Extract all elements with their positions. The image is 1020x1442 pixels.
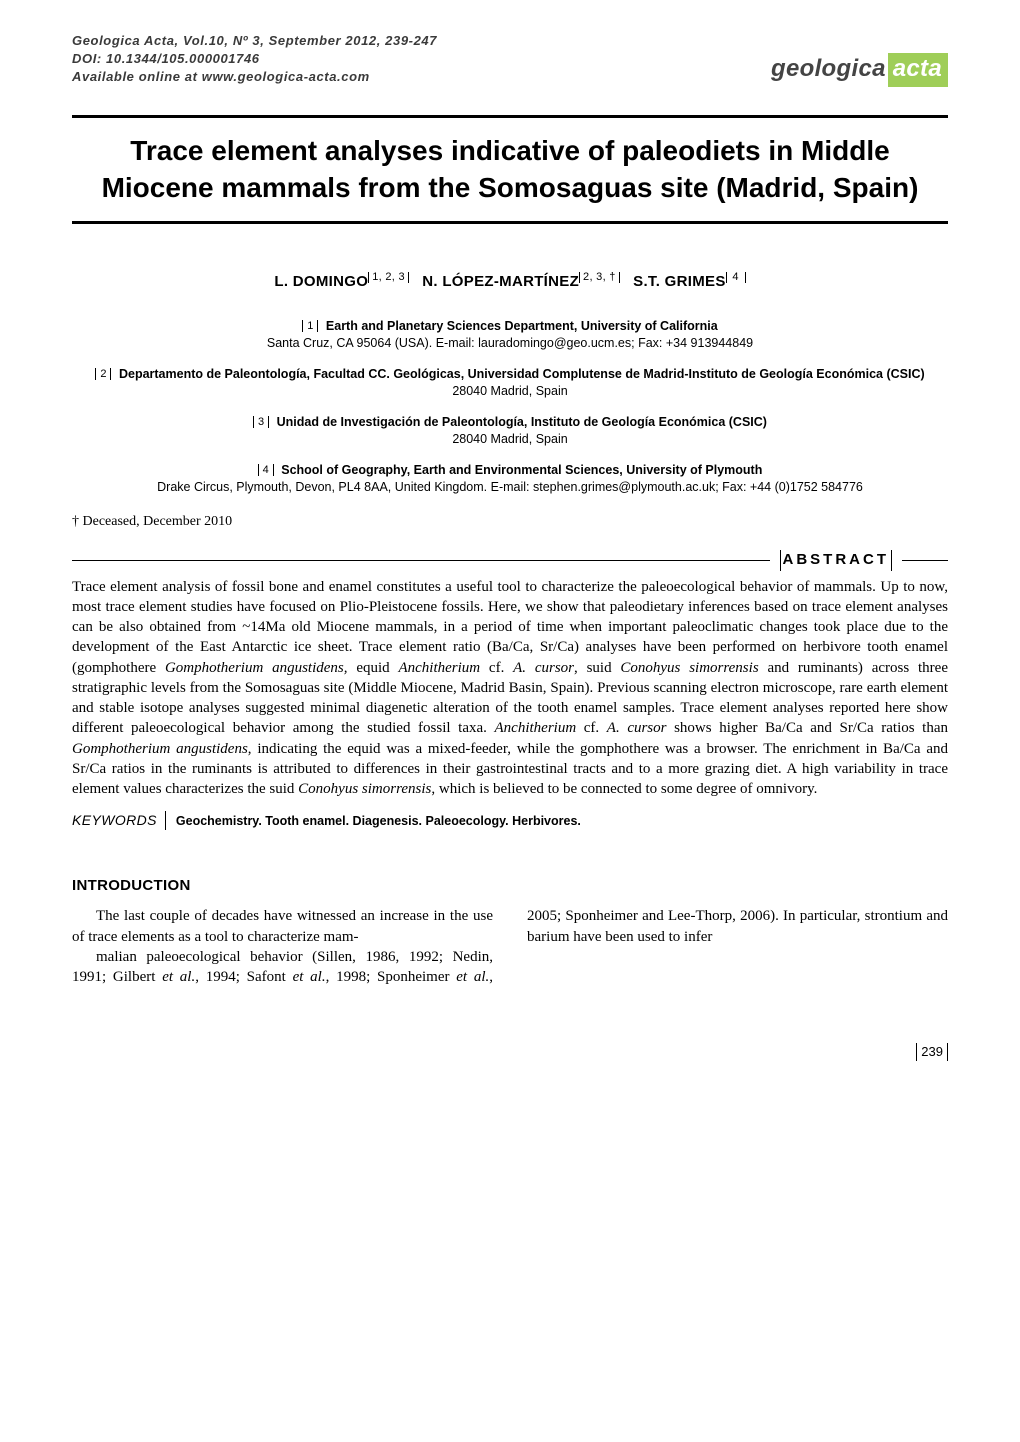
affiliation-1-num: 1: [302, 320, 318, 332]
affiliation-2-title: Departamento de Paleontología, Facultad …: [119, 367, 925, 381]
page-footer: 239: [72, 1043, 948, 1061]
affiliation-3-num: 3: [253, 416, 269, 428]
author-3-aff: 4: [726, 272, 746, 283]
abstract-rule-left: [72, 560, 770, 561]
author-2-name: N. LÓPEZ-MARTÍNEZ: [422, 273, 579, 290]
journal-line-1: Geologica Acta, Vol.10, Nº 3, September …: [72, 32, 437, 50]
page-number: 239: [916, 1043, 948, 1061]
body-col-1: The last couple of decades have witnesse…: [72, 906, 493, 947]
body-two-column: The last couple of decades have witnesse…: [72, 906, 948, 987]
affiliation-4-title: School of Geography, Earth and Environme…: [281, 463, 762, 477]
journal-header: Geologica Acta, Vol.10, Nº 3, September …: [72, 32, 948, 87]
author-1-aff: 1, 2, 3: [368, 272, 409, 283]
keywords-label: KEYWORDS: [72, 811, 166, 830]
affiliation-1-title: Earth and Planetary Sciences Department,…: [326, 319, 718, 333]
author-3-name: S.T. GRIMES: [633, 273, 725, 290]
author-2-aff: 2, 3, †: [579, 272, 620, 283]
journal-line-2: DOI: 10.1344/105.000001746: [72, 50, 437, 68]
affiliation-3-title: Unidad de Investigación de Paleontología…: [277, 415, 767, 429]
abstract-rule-right: [902, 560, 948, 561]
affiliation-2-num: 2: [95, 368, 111, 380]
keywords-text: Geochemistry. Tooth enamel. Diagenesis. …: [176, 813, 581, 830]
journal-brand: geologicaacta: [771, 53, 948, 86]
affiliation-2-body: 28040 Madrid, Spain: [72, 383, 948, 400]
affiliation-4-num: 4: [258, 464, 274, 476]
affiliation-2: 2 Departamento de Paleontología, Faculta…: [72, 366, 948, 400]
authors-line: L. DOMINGO1, 2, 3 N. LÓPEZ-MARTÍNEZ2, 3,…: [72, 272, 948, 292]
affiliation-1: 1 Earth and Planetary Sciences Departmen…: [72, 318, 948, 352]
author-1-name: L. DOMINGO: [274, 273, 368, 290]
title-line-2: Miocene mammals from the Somosaguas site…: [102, 172, 919, 203]
abstract-heading-row: ABSTRACT: [72, 550, 948, 570]
article-title: Trace element analyses indicative of pal…: [80, 132, 940, 208]
affiliation-3-body: 28040 Madrid, Spain: [72, 431, 948, 448]
deceased-note: † Deceased, December 2010: [72, 513, 948, 532]
title-line-1: Trace element analyses indicative of pal…: [130, 135, 889, 166]
affiliation-4-body: Drake Circus, Plymouth, Devon, PL4 8AA, …: [72, 479, 948, 496]
article-title-block: Trace element analyses indicative of pal…: [72, 115, 948, 225]
journal-line-3: Available online at www.geologica-acta.c…: [72, 68, 437, 86]
affiliations: 1 Earth and Planetary Sciences Departmen…: [72, 318, 948, 495]
affiliation-4: 4 School of Geography, Earth and Environ…: [72, 462, 948, 496]
affiliation-1-body: Santa Cruz, CA 95064 (USA). E-mail: laur…: [72, 335, 948, 352]
keywords-row: KEYWORDS Geochemistry. Tooth enamel. Dia…: [72, 811, 948, 830]
brand-left: geologica: [771, 53, 886, 86]
journal-meta: Geologica Acta, Vol.10, Nº 3, September …: [72, 32, 437, 87]
abstract-label: ABSTRACT: [780, 550, 893, 570]
brand-box: acta: [888, 53, 948, 86]
abstract-body: Trace element analysis of fossil bone an…: [72, 577, 948, 800]
section-heading-introduction: INTRODUCTION: [72, 876, 948, 896]
affiliation-3: 3 Unidad de Investigación de Paleontolog…: [72, 414, 948, 448]
